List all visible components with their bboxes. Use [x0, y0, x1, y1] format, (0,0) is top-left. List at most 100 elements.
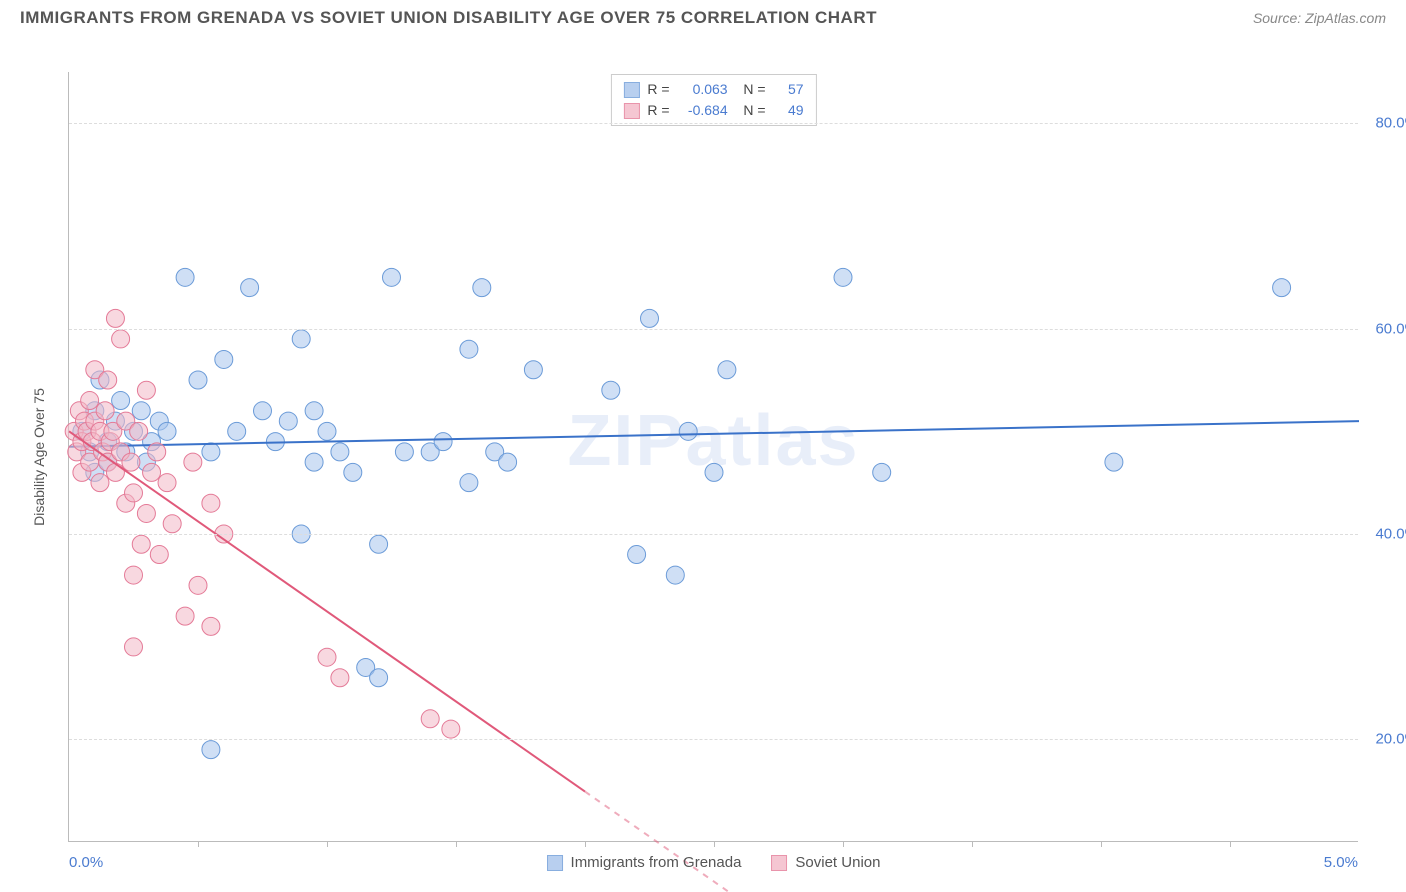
x-tick: [843, 841, 844, 847]
scatter-point: [99, 371, 117, 389]
scatter-point: [130, 422, 148, 440]
scatter-point: [318, 422, 336, 440]
x-tick: [714, 841, 715, 847]
scatter-point: [318, 648, 336, 666]
y-tick-label: 80.0%: [1375, 115, 1406, 132]
y-tick-label: 20.0%: [1375, 731, 1406, 748]
scatter-point: [91, 474, 109, 492]
n-label: N =: [736, 100, 766, 121]
scatter-point: [150, 546, 168, 564]
scatter-point: [641, 309, 659, 327]
scatter-point: [292, 330, 310, 348]
trend-line: [69, 431, 585, 791]
x-axis-min-label: 0.0%: [69, 854, 103, 871]
scatter-point: [125, 566, 143, 584]
scatter-point: [524, 361, 542, 379]
scatter-point: [370, 535, 388, 553]
legend-swatch: [771, 855, 787, 871]
scatter-point: [143, 463, 161, 481]
scatter-point: [666, 566, 684, 584]
scatter-point: [442, 720, 460, 738]
scatter-point: [344, 463, 362, 481]
scatter-point: [132, 402, 150, 420]
scatter-point: [331, 669, 349, 687]
r-label: R =: [647, 100, 669, 121]
scatter-point: [499, 453, 517, 471]
scatter-point: [679, 422, 697, 440]
scatter-point: [189, 371, 207, 389]
scatter-point: [158, 474, 176, 492]
scatter-point: [202, 617, 220, 635]
legend-swatch: [623, 82, 639, 98]
scatter-point: [122, 453, 140, 471]
scatter-point: [473, 279, 491, 297]
gridline: [69, 329, 1358, 330]
stats-legend-row: R =0.063 N =57: [623, 79, 803, 100]
scatter-point: [81, 392, 99, 410]
scatter-point: [434, 433, 452, 451]
scatter-point: [132, 535, 150, 553]
scatter-point: [112, 330, 130, 348]
legend-series-name: Soviet Union: [795, 854, 880, 871]
scatter-point: [1273, 279, 1291, 297]
chart-title: IMMIGRANTS FROM GRENADA VS SOVIET UNION …: [20, 8, 877, 28]
scatter-point: [718, 361, 736, 379]
scatter-point: [148, 443, 166, 461]
r-value: -0.684: [678, 100, 728, 121]
scatter-point: [1105, 453, 1123, 471]
scatter-point: [241, 279, 259, 297]
scatter-point: [602, 381, 620, 399]
trend-line: [69, 421, 1359, 447]
scatter-point: [125, 484, 143, 502]
gridline: [69, 534, 1358, 535]
scatter-point: [628, 546, 646, 564]
scatter-point: [279, 412, 297, 430]
scatter-point: [202, 494, 220, 512]
legend-series-name: Immigrants from Grenada: [571, 854, 742, 871]
scatter-point: [202, 741, 220, 759]
scatter-point: [125, 638, 143, 656]
scatter-point: [421, 710, 439, 728]
scatter-point: [834, 268, 852, 286]
scatter-point: [305, 453, 323, 471]
scatter-point: [163, 515, 181, 533]
y-tick-label: 60.0%: [1375, 320, 1406, 337]
x-axis-max-label: 5.0%: [1324, 854, 1358, 871]
legend-swatch: [623, 103, 639, 119]
scatter-point: [96, 402, 114, 420]
scatter-point: [137, 504, 155, 522]
scatter-point: [460, 474, 478, 492]
trend-line-dashed: [585, 792, 804, 892]
scatter-plot-svg: [69, 72, 1359, 842]
scatter-point: [176, 268, 194, 286]
scatter-point: [331, 443, 349, 461]
x-tick: [585, 841, 586, 847]
scatter-point: [112, 392, 130, 410]
source-attribution: Source: ZipAtlas.com: [1253, 10, 1386, 26]
x-tick: [198, 841, 199, 847]
legend-item: Immigrants from Grenada: [547, 854, 742, 871]
scatter-point: [106, 309, 124, 327]
gridline: [69, 739, 1358, 740]
r-label: R =: [647, 79, 669, 100]
gridline: [69, 123, 1358, 124]
n-value: 49: [774, 100, 804, 121]
y-axis-title: Disability Age Over 75: [31, 388, 47, 526]
scatter-point: [106, 463, 124, 481]
scatter-point: [202, 443, 220, 461]
scatter-point: [254, 402, 272, 420]
scatter-point: [176, 607, 194, 625]
scatter-point: [215, 350, 233, 368]
legend-item: Soviet Union: [771, 854, 880, 871]
n-label: N =: [736, 79, 766, 100]
n-value: 57: [774, 79, 804, 100]
x-tick: [1101, 841, 1102, 847]
x-tick: [972, 841, 973, 847]
scatter-point: [228, 422, 246, 440]
scatter-point: [460, 340, 478, 358]
x-tick: [327, 841, 328, 847]
x-tick: [456, 841, 457, 847]
scatter-point: [158, 422, 176, 440]
scatter-point: [383, 268, 401, 286]
scatter-point: [873, 463, 891, 481]
